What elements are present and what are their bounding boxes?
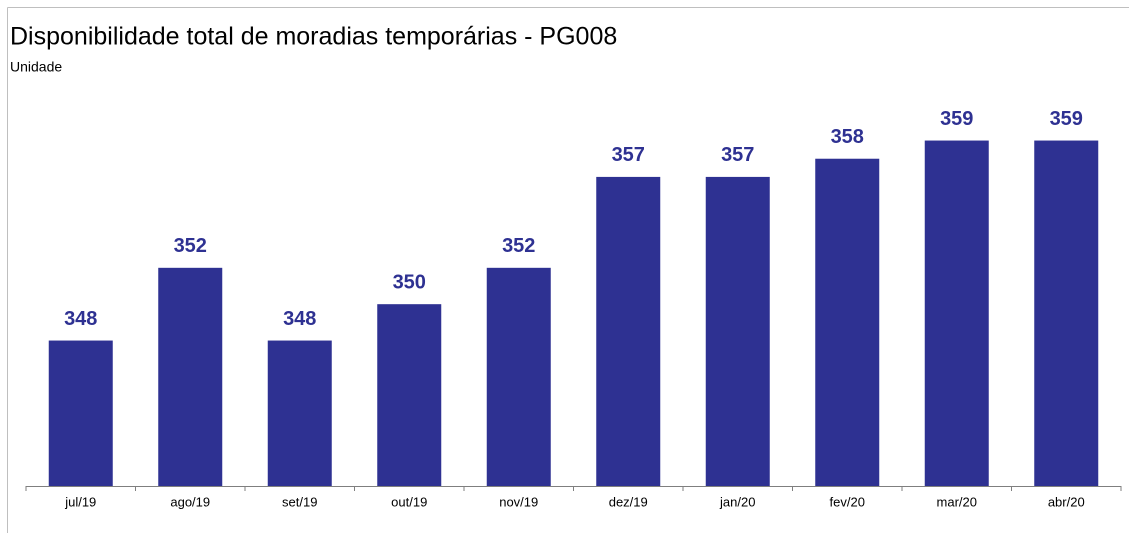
data-label: 352	[174, 235, 207, 257]
x-tick-label: mar/20	[937, 494, 977, 509]
bar	[596, 176, 661, 486]
data-label: 348	[64, 308, 97, 330]
bar	[924, 140, 989, 486]
x-tick-label: ago/19	[170, 494, 210, 509]
chart-title: Disponibilidade total de moradias tempor…	[10, 23, 617, 51]
data-label: 358	[831, 126, 864, 148]
x-tick-label: jul/19	[64, 494, 96, 509]
x-tick-label: out/19	[391, 494, 427, 509]
data-label: 350	[393, 271, 426, 293]
bar	[267, 340, 332, 486]
x-tick-label: jan/20	[719, 494, 755, 509]
bar	[1034, 140, 1099, 486]
data-label: 359	[940, 108, 973, 130]
bar	[705, 176, 770, 486]
data-label: 348	[283, 308, 316, 330]
bar	[377, 304, 442, 486]
x-tick-label: set/19	[282, 494, 317, 509]
x-tick-label: fev/20	[830, 494, 865, 509]
bar	[815, 158, 880, 486]
x-tick-label: dez/19	[609, 494, 648, 509]
x-tick-label: nov/19	[499, 494, 538, 509]
bar	[48, 340, 113, 486]
data-label: 352	[502, 235, 535, 257]
data-label: 357	[612, 144, 645, 166]
bar	[158, 267, 223, 486]
chart-subtitle: Unidade	[10, 59, 62, 75]
x-tick-label: abr/20	[1048, 494, 1085, 509]
data-label: 357	[721, 144, 754, 166]
bar	[486, 267, 551, 486]
data-label: 359	[1050, 108, 1083, 130]
